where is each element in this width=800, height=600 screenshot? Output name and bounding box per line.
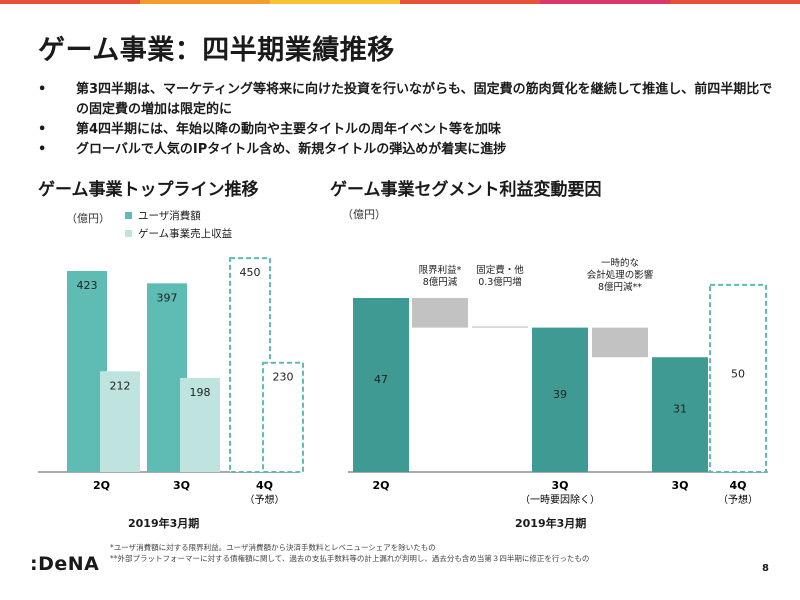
category-label: 2Q xyxy=(372,479,389,492)
delta-bar xyxy=(592,327,648,358)
legend-swatch xyxy=(125,229,132,237)
bullet-item: 第3四半期は、マーケティング等将来に向けた投資を行いながらも、固定費の筋肉質化を… xyxy=(38,80,778,120)
top-color-bar xyxy=(0,0,800,4)
category-label: 3Q xyxy=(551,479,568,492)
bar-value-label: 397 xyxy=(157,291,178,304)
topline-chart-title: ゲーム事業トップライン推移 xyxy=(38,180,259,200)
category-label: 3Q xyxy=(173,479,190,492)
bullet-item: グローバルで人気のIPタイトル含め、新規タイトルの弾込めが着実に進捗 xyxy=(38,140,778,160)
delta-annotation: 8億円減** xyxy=(598,281,642,293)
bar-value-label: 423 xyxy=(77,279,98,292)
bar-value-label: 50 xyxy=(731,367,745,380)
delta-annotation: 限界利益* xyxy=(419,264,462,276)
bar-value-label: 31 xyxy=(673,403,687,416)
segment-profit-bar xyxy=(532,327,588,472)
game-revenue-bar xyxy=(100,371,140,472)
legend-item-user-spending: ユーザ消費額 xyxy=(125,206,232,224)
category-note: （一時要因除く） xyxy=(520,493,600,506)
bullet-item: 第4四半期には、年始以降の動向や主要タイトルの周年イベント等を加味 xyxy=(38,120,778,140)
category-label: 2Q xyxy=(93,479,110,492)
forecast-bar xyxy=(709,283,767,473)
footnotes: *ユーザ消費額に対する限界利益。ユーザ消費額から決済手数料とレベニューシェアを除… xyxy=(110,542,589,564)
bar-value-label: 212 xyxy=(110,379,131,392)
category-note: （予想） xyxy=(245,493,285,506)
page-number: 8 xyxy=(762,563,769,574)
delta-bar xyxy=(412,298,468,328)
category-note: （予想） xyxy=(718,493,758,506)
bar-value-label: 198 xyxy=(190,386,211,399)
category-label: 3Q xyxy=(671,479,688,492)
legend-item-game-revenue: ゲーム事業売上収益 xyxy=(125,224,232,242)
segment-profit-bar xyxy=(652,357,708,472)
category-label: 4Q xyxy=(729,479,746,492)
category-label: 4Q xyxy=(256,479,273,492)
legend-label: ゲーム事業売上収益 xyxy=(138,227,233,240)
dena-logo: :DeNA xyxy=(30,553,100,575)
delta-annotation: 0.3億円増 xyxy=(478,276,522,288)
bar-value-label: 39 xyxy=(553,388,567,401)
bar-value-label: 47 xyxy=(374,373,388,386)
footnote: *ユーザ消費額に対する限界利益。ユーザ消費額から決済手数料とレベニューシェアを除… xyxy=(110,543,436,552)
forecast-bar xyxy=(262,361,304,474)
delta-annotation: 会計処理の影響 xyxy=(587,269,654,281)
delta-annotation: 8億円減 xyxy=(423,276,458,288)
game-revenue-bar xyxy=(180,377,220,472)
delta-annotation: 固定費・他 xyxy=(476,264,524,276)
delta-bar xyxy=(472,326,528,328)
waterfall-xlabel: 2019年3月期 xyxy=(515,517,587,530)
topline-xlabel: 2019年3月期 xyxy=(128,517,200,530)
bar-value-label: 450 xyxy=(240,266,261,279)
page-title: ゲーム事業：四半期業績推移 xyxy=(38,35,395,66)
bullet-list: 第3四半期は、マーケティング等将来に向けた投資を行いながらも、固定費の筋肉質化を… xyxy=(38,80,778,160)
delta-annotation: 一時的な xyxy=(601,257,639,269)
segment-profit-bar xyxy=(353,298,409,472)
waterfall-chart-title: ゲーム事業セグメント利益変動要因 xyxy=(330,180,602,200)
legend-swatch xyxy=(125,211,132,219)
bar-value-label: 230 xyxy=(273,371,294,384)
footnote: **外部プラットフォーマーに対する債権額に関して、過去の支払手数料等の計上漏れが… xyxy=(110,554,590,563)
legend-label: ユーザ消費額 xyxy=(138,209,201,222)
topline-legend: ユーザ消費額 ゲーム事業売上収益 xyxy=(125,206,232,242)
waterfall-unit-label: （億円） xyxy=(342,208,386,221)
topline-unit-label: （億円） xyxy=(66,212,110,225)
